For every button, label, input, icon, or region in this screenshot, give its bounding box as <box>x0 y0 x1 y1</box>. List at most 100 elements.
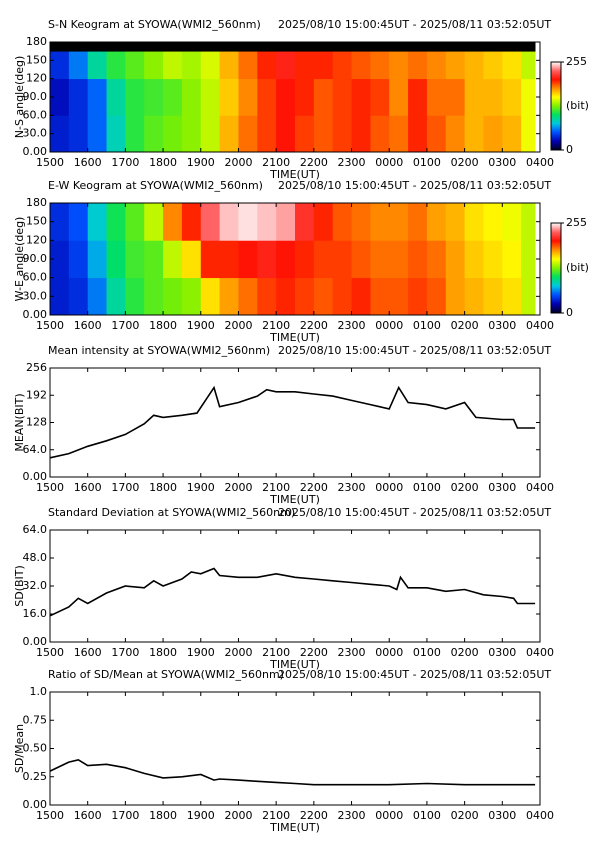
heatmap-cell <box>332 115 352 153</box>
y-tick-label: 60.0 <box>23 271 48 284</box>
y-tick-label: 120 <box>26 233 47 246</box>
heatmap-cell <box>370 51 390 80</box>
heatmap-cell <box>50 115 70 153</box>
x-tick-label: 1600 <box>74 481 102 494</box>
heatmap-cell <box>370 78 390 116</box>
x-tick-label: 0200 <box>451 809 479 822</box>
x-tick-label: 1800 <box>149 809 177 822</box>
heatmap-cell <box>219 277 239 316</box>
no-data-cell <box>200 42 221 52</box>
heatmap-cell <box>408 78 428 116</box>
y-axis-label: SD(BIT) <box>13 565 26 607</box>
y-tick-label: 32.0 <box>23 579 48 592</box>
panel-subtitle: 2025/08/10 15:00:45UT - 2025/08/11 03:52… <box>278 506 551 519</box>
x-tick-label: 0300 <box>488 319 516 332</box>
x-tick-label: 1800 <box>149 319 177 332</box>
no-data-cell <box>445 42 466 52</box>
y-tick-label: 30.0 <box>23 127 48 140</box>
x-tick-label: 1800 <box>149 156 177 169</box>
x-tick-label: 2300 <box>338 156 366 169</box>
x-axis-label: TIME(UT) <box>269 168 320 181</box>
heatmap-cell <box>426 240 447 279</box>
heatmap-cell <box>257 203 277 241</box>
y-tick-label: 120 <box>26 72 47 85</box>
heatmap-cell <box>351 203 371 241</box>
heatmap-cell <box>295 78 315 116</box>
y-tick-label: 150 <box>26 215 47 228</box>
heatmap-cell <box>502 51 522 80</box>
panel: E-W Keogram at SYOWA(WMI2_560nm) 2025/08/… <box>13 179 589 344</box>
heatmap-cell <box>219 203 239 241</box>
heatmap-cell <box>181 240 202 279</box>
x-tick-label: 0400 <box>526 809 554 822</box>
no-data-cell <box>163 42 183 52</box>
x-axis-label: TIME(UT) <box>269 658 320 671</box>
heatmap-cell <box>464 277 484 316</box>
x-tick-label: 1500 <box>36 319 64 332</box>
heatmap-cell <box>351 277 371 316</box>
y-tick-label: 64.0 <box>23 523 48 536</box>
heatmap-cell <box>163 277 183 316</box>
heatmap-cell <box>389 78 409 116</box>
x-tick-label: 2200 <box>300 481 328 494</box>
heatmap-cell <box>502 240 522 279</box>
y-tick-label: 0.00 <box>23 798 48 811</box>
heatmap-cell <box>68 240 89 279</box>
heatmap-cell <box>426 277 447 316</box>
x-tick-label: 1600 <box>74 156 102 169</box>
y-tick-label: 0.00 <box>23 635 48 648</box>
x-tick-label: 1700 <box>111 156 139 169</box>
heatmap-cell <box>521 51 536 80</box>
x-tick-label: 0200 <box>451 319 479 332</box>
y-tick-label: 256 <box>26 361 47 374</box>
heatmap-cell <box>238 115 258 153</box>
x-tick-label: 2300 <box>338 481 366 494</box>
heatmap-cell <box>483 277 503 316</box>
heatmap-cell <box>200 115 221 153</box>
heatmap-cell <box>483 203 503 241</box>
heatmap-cell <box>181 51 202 80</box>
panel-subtitle: 2025/08/10 15:00:45UT - 2025/08/11 03:52… <box>278 668 551 681</box>
heatmap-cell <box>87 78 107 116</box>
heatmap-cell <box>87 203 107 241</box>
x-tick-label: 0000 <box>375 156 403 169</box>
x-tick-label: 1500 <box>36 156 64 169</box>
heatmap-cell <box>68 115 89 153</box>
panel-title: S-N Keogram at SYOWA(WMI2_560nm) <box>48 18 261 31</box>
panel-title: Standard Deviation at SYOWA(WMI2_560nm) <box>48 506 295 519</box>
no-data-cell <box>483 42 503 52</box>
x-tick-label: 0000 <box>375 809 403 822</box>
heatmap-cell <box>87 51 107 80</box>
heatmap-cell <box>276 78 296 116</box>
heatmap-cell <box>502 115 522 153</box>
x-tick-label: 2300 <box>338 646 366 659</box>
heatmap-cell <box>426 51 447 80</box>
heatmap-cell <box>106 51 126 80</box>
heatmap-cell <box>295 51 315 80</box>
heatmap-cell <box>445 277 466 316</box>
heatmap-cell <box>50 277 70 316</box>
heatmap-cell <box>464 240 484 279</box>
y-tick-label: 0.50 <box>23 742 48 755</box>
y-tick-label: 128 <box>26 416 47 429</box>
heatmap-cell <box>106 203 126 241</box>
y-tick-label: 60.0 <box>23 108 48 121</box>
colorbar-tick-label: 0 <box>566 143 573 156</box>
x-tick-label: 1900 <box>187 319 215 332</box>
x-tick-label: 0200 <box>451 481 479 494</box>
x-tick-label: 0100 <box>413 646 441 659</box>
heatmap-cell <box>163 203 183 241</box>
panel: Ratio of SD/Mean at SYOWA(WMI2_560nm)202… <box>13 668 554 834</box>
x-tick-label: 2200 <box>300 319 328 332</box>
heatmap-cell <box>370 203 390 241</box>
colorbar-label: (bit) <box>566 261 589 274</box>
heatmap-cell <box>68 78 89 116</box>
heatmap-cell <box>276 240 296 279</box>
heatmap-cell <box>426 78 447 116</box>
x-tick-label: 2200 <box>300 809 328 822</box>
heatmap-cell <box>50 240 70 279</box>
x-tick-label: 2100 <box>262 156 290 169</box>
x-axis-label: TIME(UT) <box>269 331 320 344</box>
x-tick-label: 2100 <box>262 319 290 332</box>
heatmap-cell <box>295 115 315 153</box>
